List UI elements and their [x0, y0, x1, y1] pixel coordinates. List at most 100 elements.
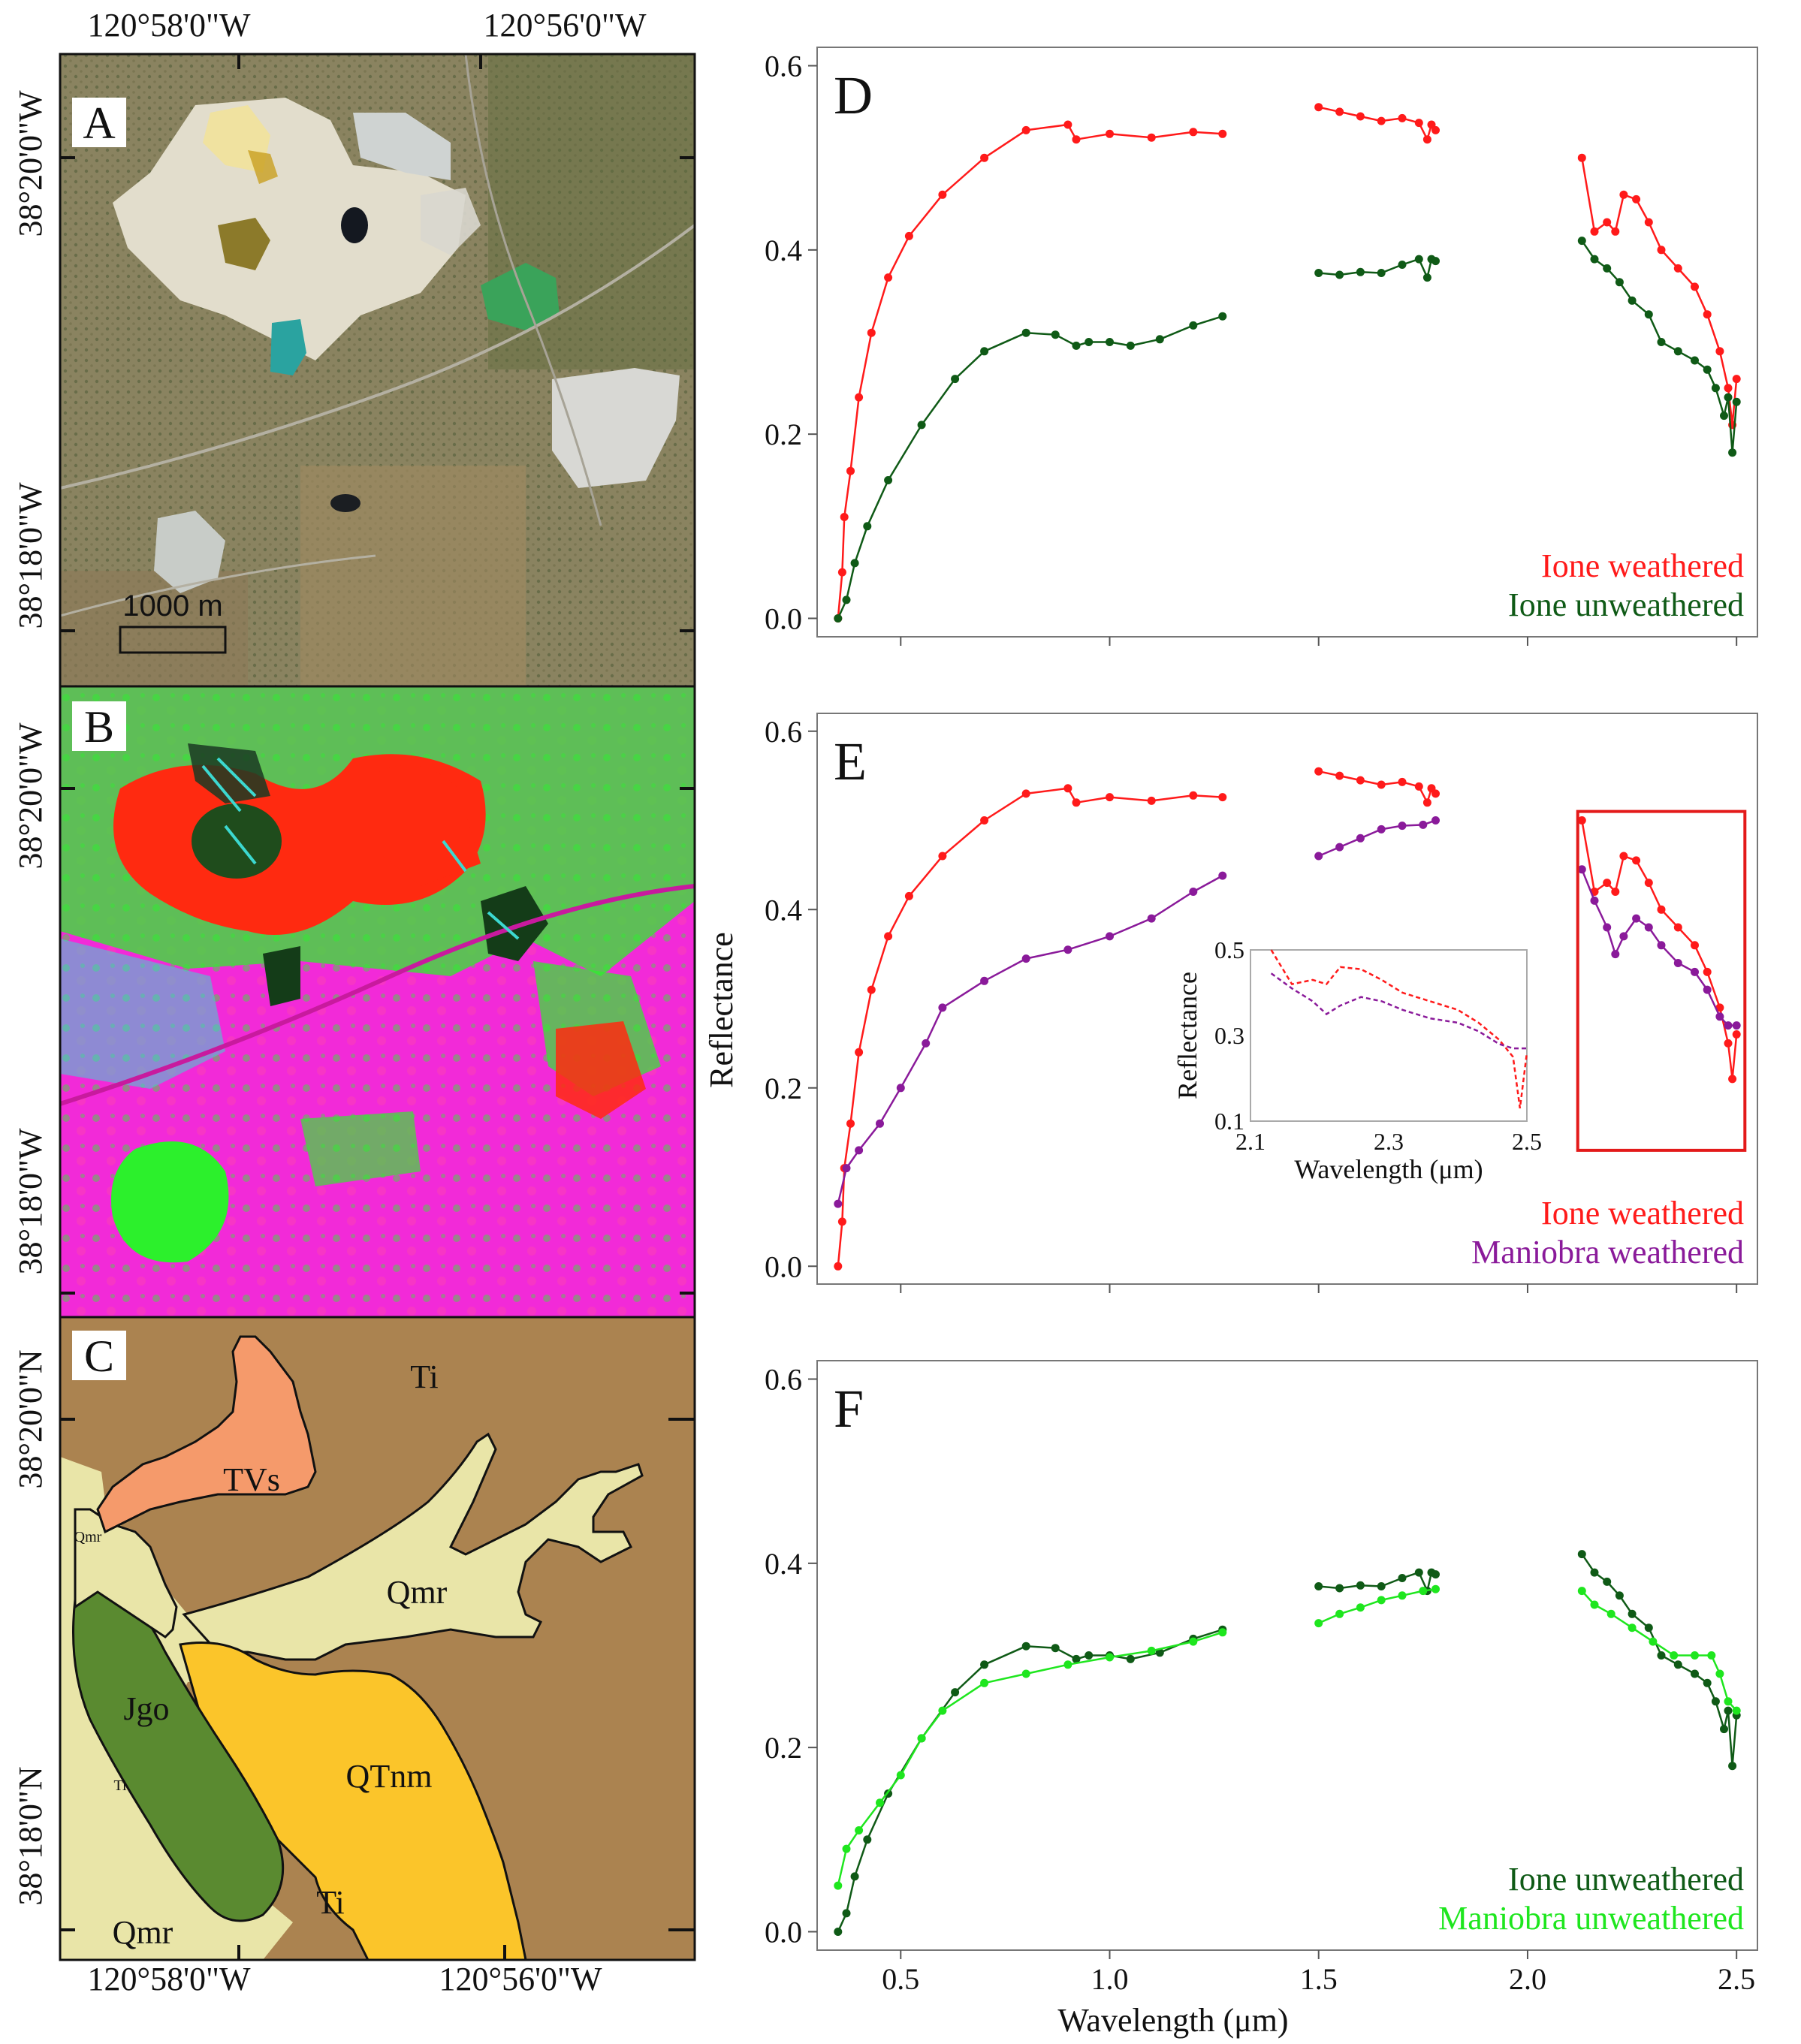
unit-label-jgo: Jgo: [123, 1690, 169, 1727]
plot-frame: [816, 47, 1758, 638]
data-point: [1106, 793, 1114, 802]
data-point: [1314, 269, 1323, 277]
data-point: [1398, 113, 1407, 122]
data-point: [1063, 120, 1072, 129]
data-point: [1577, 237, 1586, 246]
data-point: [951, 375, 960, 384]
data-point: [1431, 257, 1440, 266]
data-point: [1126, 341, 1135, 350]
data-point: [1732, 375, 1741, 384]
y-tick-label: 0.2: [765, 1072, 802, 1105]
x-tick-label: 0.5: [882, 1962, 919, 1996]
data-point: [1603, 218, 1612, 227]
data-point: [1590, 227, 1599, 236]
data-point: [1189, 321, 1198, 330]
data-point: [1072, 1654, 1081, 1663]
data-point: [1377, 1582, 1386, 1590]
y-tick-label: 0.0: [765, 1250, 802, 1283]
data-point: [1603, 1577, 1612, 1586]
data-point: [1189, 791, 1198, 800]
data-point: [876, 1798, 884, 1807]
data-point: [1335, 771, 1344, 780]
data-point: [1691, 356, 1699, 365]
data-point: [1724, 1039, 1733, 1048]
data-point: [938, 1003, 947, 1012]
y-tick-label: 0.6: [765, 715, 802, 749]
data-point: [1106, 1653, 1114, 1662]
data-point: [1106, 338, 1114, 346]
data-point: [1085, 1651, 1094, 1660]
data-point: [1414, 255, 1423, 264]
data-point: [1657, 941, 1666, 950]
data-point: [951, 1688, 960, 1697]
data-point: [1711, 384, 1720, 393]
data-point: [938, 852, 947, 861]
panel-a-satellite: [60, 54, 695, 686]
highlight-box: [1576, 809, 1747, 1152]
data-point: [980, 153, 989, 162]
data-point: [1147, 796, 1156, 805]
data-point: [1021, 1669, 1030, 1678]
legend-entry: Ione weathered: [1541, 547, 1744, 584]
data-point: [896, 1771, 905, 1780]
data-point: [980, 1660, 989, 1669]
panel-label: E: [834, 731, 867, 791]
panel-b-label-box: [72, 701, 126, 751]
data-point: [1356, 1581, 1365, 1590]
data-point: [1377, 825, 1386, 834]
data-point: [1314, 852, 1323, 861]
map-ticks: [60, 54, 695, 1960]
data-point: [1657, 246, 1666, 255]
data-point: [1657, 905, 1666, 914]
data-point: [1398, 261, 1407, 269]
data-point: [1703, 310, 1712, 319]
data-point: [1619, 852, 1628, 861]
data-point: [1691, 941, 1699, 950]
unit-label-qtnm: QTnm: [346, 1758, 433, 1795]
data-point: [1414, 782, 1423, 791]
data-point: [1644, 1623, 1653, 1632]
panel-a-label: A: [83, 98, 115, 148]
unit-qtnm: [179, 1642, 527, 1960]
data-point: [1431, 789, 1440, 798]
data-point: [922, 1039, 931, 1048]
inset-series-line: [1270, 972, 1527, 1050]
data-point: [917, 1734, 926, 1743]
series-line: [837, 787, 1223, 1267]
data-point: [1732, 1030, 1741, 1039]
coord-top-left: 120°58'0"W: [87, 7, 250, 44]
data-point: [842, 1164, 851, 1173]
data-point: [1431, 1584, 1440, 1593]
data-point: [1711, 1697, 1720, 1706]
legend-entry: Ione weathered: [1541, 1195, 1744, 1232]
data-point: [1619, 932, 1628, 941]
data-point: [1673, 347, 1682, 356]
series-line: [837, 1631, 1223, 1886]
data-point: [1724, 1021, 1733, 1030]
data-point: [1377, 780, 1386, 789]
data-point: [850, 559, 859, 568]
data-point: [1619, 190, 1628, 199]
inset-y-label: Reflectance: [1172, 972, 1202, 1099]
unit-tvs: [96, 1335, 317, 1534]
data-point: [1732, 1706, 1741, 1715]
data-point: [1703, 1678, 1712, 1687]
coord-a-upper: 38°20'0"W: [12, 90, 49, 237]
coord-bottom-left: 120°58'0"W: [87, 1961, 250, 1997]
unit-label-tvs: TVs: [223, 1461, 280, 1498]
data-point: [1419, 1587, 1428, 1596]
series-line: [1318, 819, 1436, 858]
data-point: [1106, 932, 1114, 941]
data-point: [938, 1706, 947, 1715]
data-point: [1732, 397, 1741, 406]
panel-b-classification: [60, 686, 695, 1317]
data-point: [1021, 954, 1030, 963]
data-point: [1590, 1600, 1599, 1609]
y-tick-label: 0.2: [765, 1731, 802, 1765]
data-point: [1072, 135, 1081, 144]
unit-jgo: [72, 1584, 285, 1922]
x-axis-title: Wavelength (μm): [1057, 2002, 1288, 2039]
series-line: [837, 123, 1223, 619]
data-point: [1356, 834, 1365, 843]
